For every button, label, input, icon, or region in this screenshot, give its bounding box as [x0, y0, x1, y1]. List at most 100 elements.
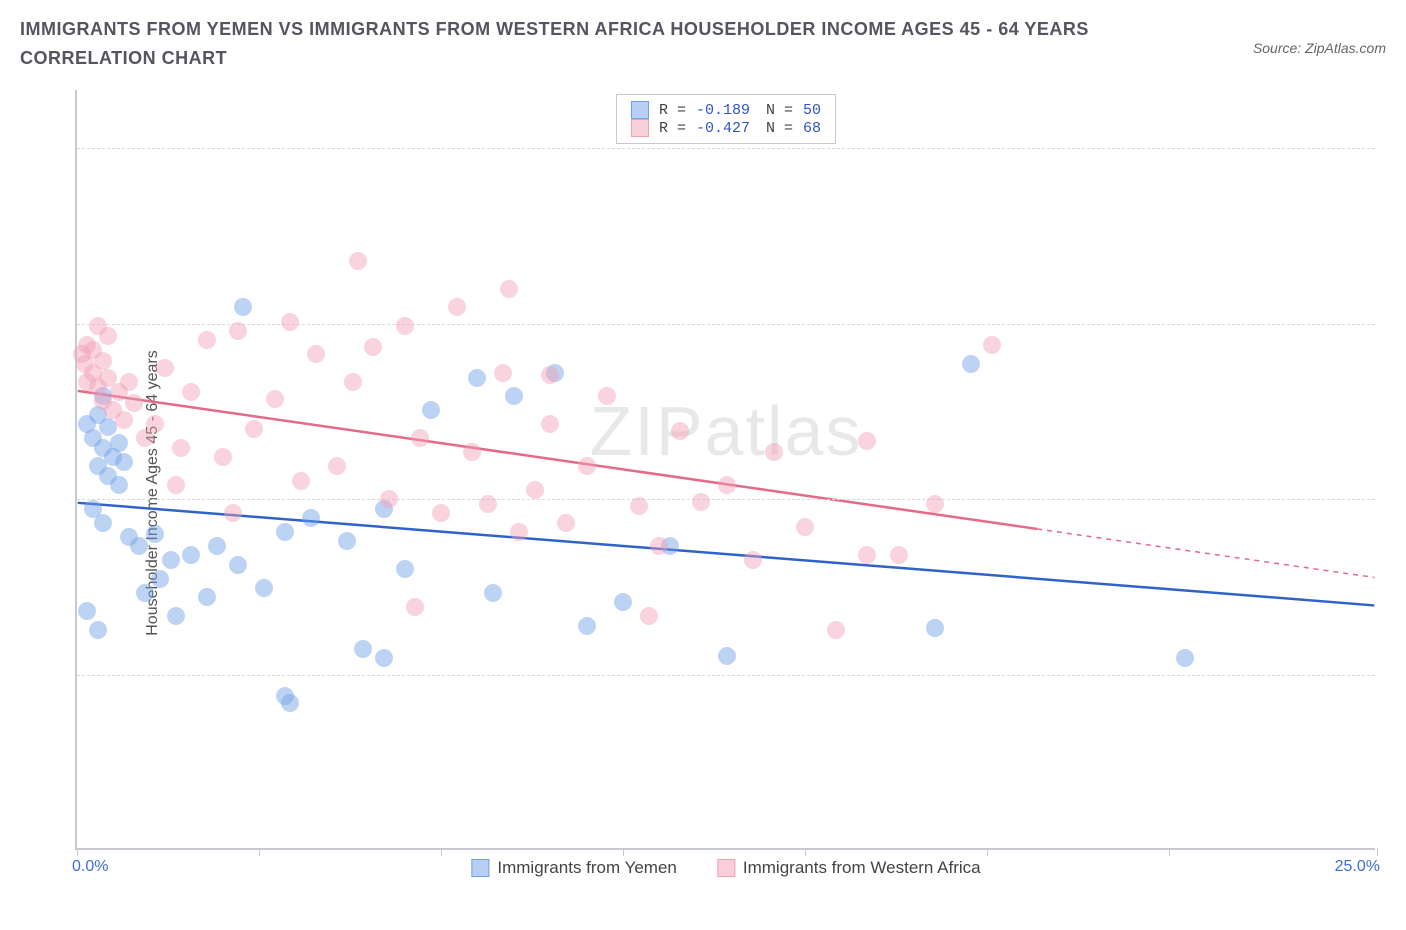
data-point: [650, 537, 668, 555]
data-point: [94, 352, 112, 370]
x-tick: [1169, 848, 1170, 856]
data-point: [302, 509, 320, 527]
data-point: [182, 383, 200, 401]
data-point: [344, 373, 362, 391]
swatch-yemen: [631, 101, 649, 119]
data-point: [172, 439, 190, 457]
data-point: [167, 607, 185, 625]
legend-item-yemen: Immigrants from Yemen: [471, 858, 677, 878]
x-max-label: 25.0%: [1335, 858, 1380, 876]
r-value-yemen: -0.189: [696, 102, 756, 119]
data-point: [1176, 649, 1194, 667]
n-value-wafrica: 68: [803, 120, 821, 137]
legend-row-yemen: R = -0.189 N = 50: [631, 101, 821, 119]
data-point: [406, 598, 424, 616]
data-point: [765, 443, 783, 461]
data-point: [526, 481, 544, 499]
chart-title: IMMIGRANTS FROM YEMEN VS IMMIGRANTS FROM…: [20, 15, 1120, 73]
data-point: [99, 327, 117, 345]
data-point: [640, 607, 658, 625]
y-tick-label: $37,500: [1385, 666, 1406, 684]
data-point: [468, 369, 486, 387]
data-point: [671, 422, 689, 440]
data-point: [448, 298, 466, 316]
data-point: [115, 411, 133, 429]
x-tick: [441, 848, 442, 856]
data-point: [110, 434, 128, 452]
data-point: [396, 560, 414, 578]
data-point: [146, 415, 164, 433]
data-point: [281, 694, 299, 712]
data-point: [208, 537, 226, 555]
legend-item-wafrica: Immigrants from Western Africa: [717, 858, 981, 878]
data-point: [926, 495, 944, 513]
data-point: [578, 617, 596, 635]
data-point: [796, 518, 814, 536]
trend-line-extrapolated: [1037, 529, 1374, 578]
x-tick: [77, 848, 78, 856]
data-point: [125, 394, 143, 412]
data-point: [349, 252, 367, 270]
trend-lines: [77, 90, 1375, 848]
plot-area: ZIPatlas R = -0.189 N = 50 R = -0.427 N …: [75, 90, 1375, 850]
data-point: [858, 546, 876, 564]
data-point: [692, 493, 710, 511]
data-point: [78, 373, 96, 391]
data-point: [500, 280, 518, 298]
series-name-yemen: Immigrants from Yemen: [497, 858, 677, 878]
swatch-wafrica: [631, 119, 649, 137]
swatch-wafrica: [717, 859, 735, 877]
x-min-label: 0.0%: [72, 858, 108, 876]
data-point: [234, 298, 252, 316]
data-point: [245, 420, 263, 438]
gridline: [77, 148, 1375, 149]
data-point: [276, 523, 294, 541]
data-point: [130, 537, 148, 555]
data-point: [214, 448, 232, 466]
data-point: [484, 584, 502, 602]
data-point: [156, 359, 174, 377]
data-point: [614, 593, 632, 611]
data-point: [962, 355, 980, 373]
y-tick-label: $150,000: [1385, 139, 1406, 157]
x-tick: [1377, 848, 1378, 856]
data-point: [380, 490, 398, 508]
n-label: N =: [766, 120, 793, 137]
data-point: [375, 649, 393, 667]
data-point: [115, 453, 133, 471]
x-tick: [805, 848, 806, 856]
data-point: [827, 621, 845, 639]
data-point: [198, 331, 216, 349]
data-point: [494, 364, 512, 382]
data-point: [411, 429, 429, 447]
data-point: [110, 476, 128, 494]
data-point: [255, 579, 273, 597]
data-point: [354, 640, 372, 658]
swatch-yemen: [471, 859, 489, 877]
data-point: [338, 532, 356, 550]
data-point: [328, 457, 346, 475]
data-point: [718, 476, 736, 494]
data-point: [630, 497, 648, 515]
data-point: [541, 415, 559, 433]
data-point: [926, 619, 944, 637]
legend-row-wafrica: R = -0.427 N = 68: [631, 119, 821, 137]
y-tick-label: $75,000: [1385, 490, 1406, 508]
data-point: [578, 457, 596, 475]
data-point: [364, 338, 382, 356]
data-point: [479, 495, 497, 513]
data-point: [89, 621, 107, 639]
data-point: [744, 551, 762, 569]
gridline: [77, 499, 1375, 500]
x-tick: [623, 848, 624, 856]
r-value-wafrica: -0.427: [696, 120, 756, 137]
data-point: [167, 476, 185, 494]
data-point: [146, 525, 164, 543]
chart-container: Householder Income Ages 45 - 64 years ZI…: [20, 90, 1386, 895]
data-point: [120, 373, 138, 391]
data-point: [94, 514, 112, 532]
data-point: [463, 443, 481, 461]
data-point: [151, 570, 169, 588]
data-point: [78, 602, 96, 620]
x-tick: [987, 848, 988, 856]
